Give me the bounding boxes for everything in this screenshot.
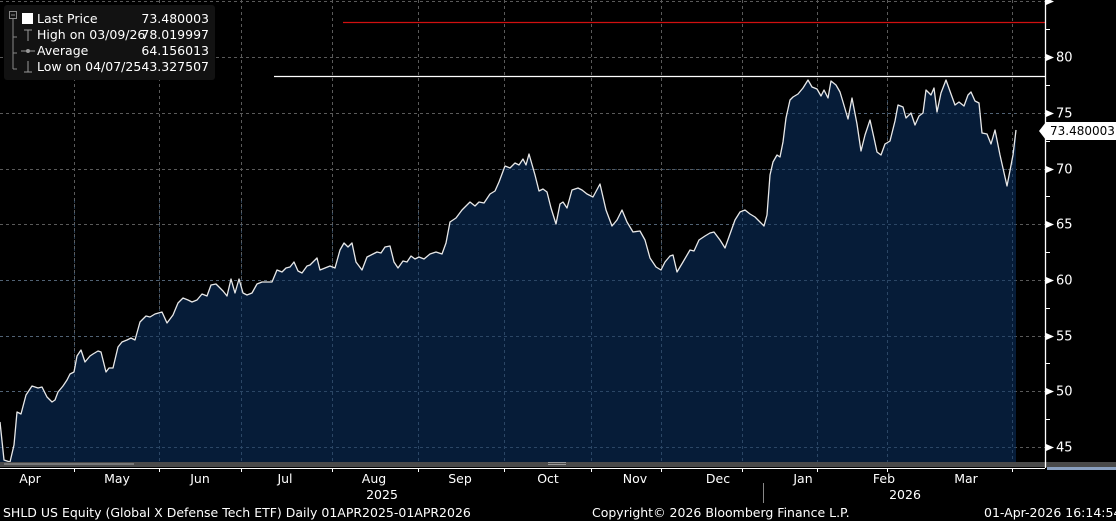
legend-row-low[interactable]: Low on 04/07/25 43.327507 [4,59,215,75]
y-tick-label: 70 [1056,162,1073,178]
x-axis-ticks [74,468,1013,472]
low-marker-icon [24,61,32,73]
x-year-label: 2026 [889,487,921,502]
chart-legend: Last Price 73.480003 High on 03/09/26 78… [4,5,215,80]
legend-row-high[interactable]: High on 03/09/26 78.019997 [4,27,215,43]
high-marker-icon [24,29,32,41]
legend-label: Last Price [37,11,98,26]
copyright-text: Copyright© 2026 Bloomberg Finance L.P. [592,505,850,520]
legend-label: Low on 04/07/25 [37,59,142,74]
x-month-label: Oct [537,471,559,486]
legend-tree-icon[interactable] [9,11,29,76]
x-month-label: Feb [872,471,896,486]
price-line [0,79,1017,463]
legend-label: High on 03/09/26 [37,27,146,42]
x-month-label: Jun [190,471,210,486]
x-month-label: Sep [448,471,472,486]
y-tick-label: 50 [1056,384,1073,400]
price-area-fill [0,80,1016,462]
white-square-icon [22,13,33,24]
x-month-label: Apr [19,471,41,486]
y-axis-major-tick-arrows [1046,0,1054,451]
legend-label: Average [37,43,89,58]
y-tick-label: 75 [1056,106,1073,122]
legend-row-average[interactable]: Average 64.156013 [4,43,215,59]
y-tick-label: 65 [1056,217,1073,233]
last-price-tag: 73.480003 [1039,122,1116,140]
timestamp: 01-Apr-2026 16:14:54 [984,505,1116,520]
x-year-label: 2025 [366,487,398,502]
y-tick-label: 80 [1056,50,1073,66]
x-month-label: Nov [622,471,648,486]
legend-row-last-price[interactable]: Last Price 73.480003 [4,11,215,27]
x-month-label: Dec [705,471,731,486]
x-month-label: Jan [793,471,813,486]
legend-value: 78.019997 [141,27,209,42]
y-tick-label: 55 [1056,329,1073,345]
average-marker-icon [21,49,35,53]
x-month-label: Aug [361,471,387,486]
legend-value: 73.480003 [141,11,209,26]
y-axis-minor-ticks [1045,29,1050,420]
x-month-label: May [104,471,130,486]
legend-value: 43.327507 [141,59,209,74]
chart-description: SHLD US Equity (Global X Defense Tech ET… [3,505,471,520]
legend-value: 64.156013 [141,43,209,58]
y-tick-label: 60 [1056,273,1073,289]
x-month-label: Mar [954,471,978,486]
x-month-label: Jul [277,471,293,486]
y-tick-label: 45 [1056,440,1073,456]
